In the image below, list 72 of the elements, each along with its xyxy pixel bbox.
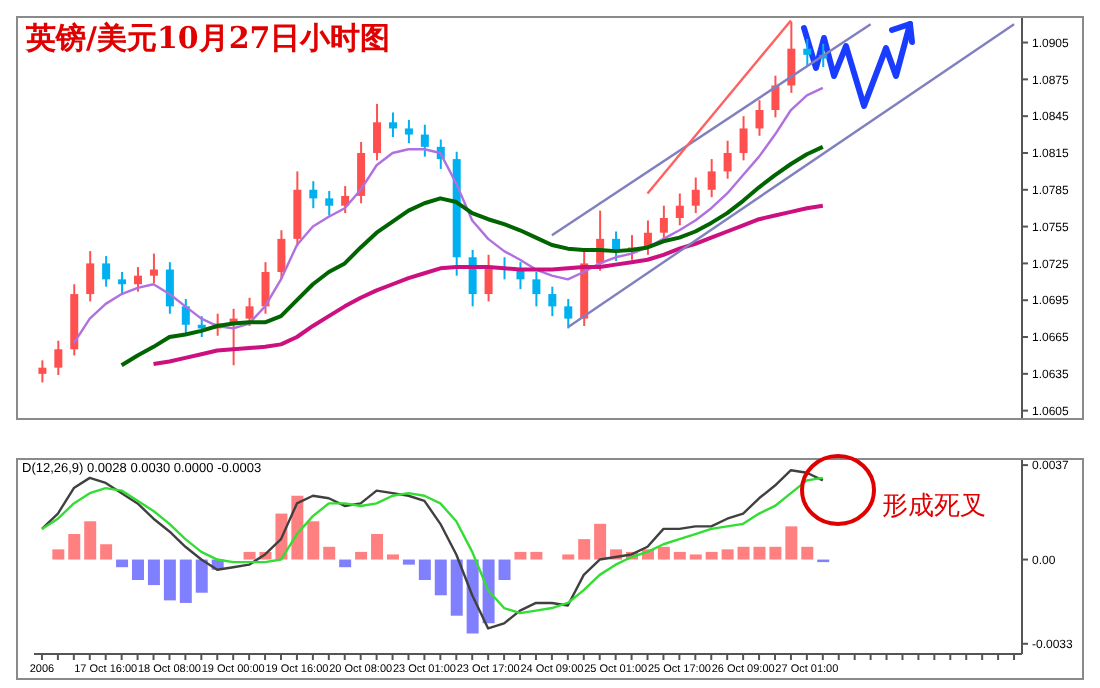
bar — [594, 523, 607, 560]
bar — [450, 559, 463, 616]
bar — [355, 551, 368, 560]
bar — [657, 546, 670, 560]
candlestick — [723, 139, 732, 180]
bar — [307, 521, 320, 560]
bar — [52, 549, 65, 560]
line-series — [151, 203, 825, 367]
bar — [132, 559, 144, 580]
candlestick — [245, 296, 254, 327]
candlestick — [165, 261, 174, 315]
candlestick — [357, 140, 366, 205]
bar — [386, 554, 399, 560]
bar — [68, 534, 81, 560]
candlestick — [86, 250, 95, 303]
candlestick — [102, 255, 111, 288]
bar — [530, 551, 543, 560]
candlestick — [803, 37, 812, 67]
bar — [323, 546, 336, 560]
annotation: 形成死叉 — [882, 490, 986, 524]
bar — [498, 559, 511, 580]
candlestick — [532, 270, 541, 308]
bar — [785, 526, 798, 560]
candlestick — [388, 111, 397, 139]
candlestick — [468, 248, 477, 308]
candlestick — [118, 270, 127, 296]
candlestick — [134, 266, 142, 293]
bar — [371, 534, 384, 560]
bar — [179, 559, 192, 603]
candlestick — [484, 253, 493, 303]
candlestick — [277, 229, 286, 281]
candlestick — [373, 102, 382, 162]
bar — [721, 549, 734, 560]
candlestick — [707, 158, 716, 199]
bar — [195, 559, 208, 593]
candlestick — [404, 118, 413, 145]
bar — [418, 559, 431, 580]
bar — [84, 521, 97, 560]
bar — [673, 551, 686, 560]
candlestick — [420, 123, 429, 158]
bar — [705, 551, 718, 560]
bar — [402, 559, 415, 565]
bar — [147, 559, 160, 586]
line-series — [119, 144, 825, 368]
bar — [434, 559, 447, 596]
candlestick — [675, 192, 684, 227]
bar — [562, 554, 575, 560]
bar — [514, 551, 527, 560]
candlestick — [755, 99, 764, 137]
candlestick — [659, 204, 668, 242]
bar — [801, 546, 814, 560]
candlestick — [564, 297, 573, 330]
candlestick — [787, 20, 796, 94]
candlestick — [54, 339, 63, 377]
candlestick — [261, 261, 270, 315]
candlestick — [309, 180, 318, 210]
candlestick — [691, 176, 700, 215]
candlestick — [548, 285, 557, 318]
candlestick — [181, 297, 190, 335]
bar — [339, 559, 352, 568]
candlestick — [739, 115, 748, 162]
bar — [689, 554, 702, 560]
bar — [163, 559, 176, 601]
bar — [578, 539, 591, 560]
chart-title: 英镑/美元10月27日小时图 — [26, 20, 391, 58]
bar — [116, 559, 129, 568]
candlestick — [149, 252, 158, 285]
candlestick — [325, 190, 334, 217]
bar — [769, 546, 782, 560]
candlestick — [38, 359, 47, 384]
candlestick — [771, 74, 780, 119]
bar — [100, 544, 113, 560]
